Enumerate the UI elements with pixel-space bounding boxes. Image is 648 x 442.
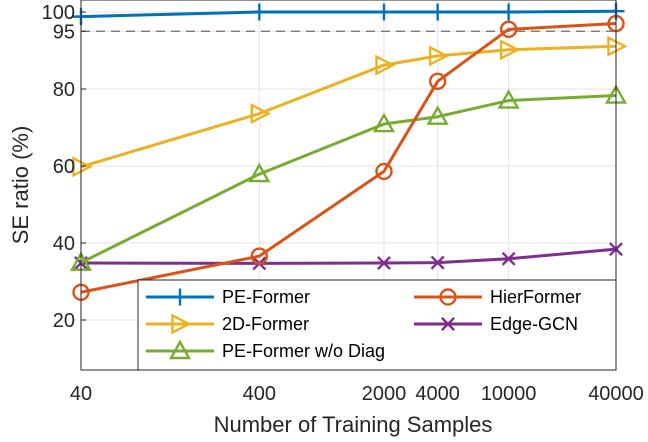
- data-point-hierformer-4000: [428, 72, 447, 91]
- y-axis-label: SE ratio (%): [8, 126, 33, 245]
- data-point-2d-former-2000: [375, 54, 396, 76]
- data-point-2d-former-40000: [607, 35, 628, 57]
- series-layer: [69, 2, 628, 301]
- legend-label-pe-former-w-o-diag: PE-Former w/o Diag: [222, 341, 385, 361]
- data-point-pe-former-w-o-diag-10000: [497, 89, 520, 109]
- legend: PE-Former HierFormer 2D-Former Edge-GCN PE-F…: [137, 279, 617, 371]
- data-point-hierformer-10000: [499, 20, 518, 39]
- data-point-2d-former-4000: [428, 45, 450, 67]
- legend-box: [137, 279, 617, 371]
- data-point-pe-former-4000: [429, 3, 447, 21]
- data-point-hierformer-400: [250, 247, 269, 265]
- x-tick-labels: 40 400 2000 4000 10000 40000: [70, 365, 644, 405]
- y-tick-label-80: 80: [53, 79, 75, 101]
- series-pe-former: [72, 2, 625, 26]
- data-point-hierformer-2000: [375, 162, 393, 181]
- legend-marker-hierformer: [439, 288, 457, 306]
- series-pe-former-w-o-diag: [69, 84, 628, 271]
- y-tick-label-40: 40: [53, 233, 75, 255]
- data-point-2d-former-400: [250, 103, 271, 125]
- data-point-pe-former-400: [250, 3, 268, 21]
- legend-label-hierformer: HierFormer: [490, 287, 581, 307]
- legend-entry-2d-former: 2D-Former: [146, 313, 309, 335]
- legend-entry-hierformer: HierFormer: [414, 287, 581, 307]
- legend-marker-edge-gcn: [441, 317, 455, 331]
- series-line-2d-former: [80, 44, 617, 169]
- data-point-edge-gcn-4000: [430, 255, 445, 270]
- legend-label-pe-former: PE-Former: [222, 287, 310, 307]
- series-line-pe-former: [80, 9, 617, 19]
- y-tick-label-20: 20: [53, 310, 75, 332]
- data-point-2d-former-10000: [499, 39, 521, 61]
- series-2d-former: [72, 35, 628, 178]
- legend-entry-pe-former-w-o-diag: PE-Former w/o Diag: [146, 339, 385, 361]
- data-point-2d-former-40: [72, 156, 93, 178]
- data-point-pe-former-w-o-diag-2000: [372, 112, 396, 133]
- legend-label-2d-former: 2D-Former: [222, 314, 309, 334]
- data-point-pe-former-w-o-diag-4000: [426, 105, 449, 125]
- series-line-pe-former-w-o-diag: [80, 94, 617, 264]
- x-tick-label-400: 400: [243, 383, 276, 405]
- series-line-hierformer: [80, 22, 617, 294]
- y-tick-label-60: 60: [53, 156, 75, 178]
- x-tick-label-40000: 40000: [588, 383, 644, 405]
- y-tick-label-95: 95: [53, 21, 75, 43]
- data-point-edge-gcn-2000: [377, 256, 391, 270]
- data-point-pe-former-2000: [375, 3, 393, 21]
- x-axis-label: Number of Training Samples: [214, 412, 493, 437]
- data-point-edge-gcn-10000: [501, 251, 516, 266]
- data-point-pe-former-w-o-diag-400: [248, 162, 271, 183]
- legend-marker-2d-former: [171, 313, 192, 335]
- x-tick-label-2000: 2000: [362, 383, 407, 405]
- x-tick-label-10000: 10000: [481, 383, 537, 405]
- x-tick-label-4000: 4000: [415, 383, 460, 405]
- legend-entry-edge-gcn: Edge-GCN: [414, 314, 578, 334]
- y-tick-label-100: 100: [42, 2, 75, 24]
- legend-label-edge-gcn: Edge-GCN: [490, 314, 578, 334]
- legend-marker-pe-former: [171, 288, 189, 306]
- x-tick-label-40: 40: [70, 383, 92, 405]
- data-point-pe-former-10000: [500, 3, 518, 21]
- legend-marker-pe-former-w-o-diag: [168, 339, 192, 360]
- legend-entry-pe-former: PE-Former: [146, 287, 310, 307]
